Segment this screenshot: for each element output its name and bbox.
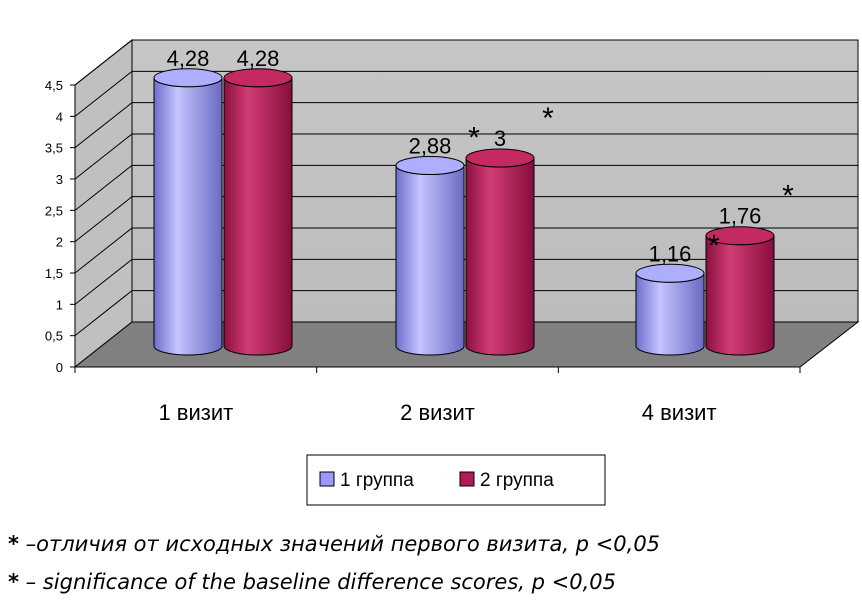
bar [153, 77, 223, 356]
x-axis: 1 визит 2 визит 4 визит [74, 366, 801, 425]
y-tick-label: 4 [56, 109, 63, 124]
legend: 1 группа 2 группа [306, 454, 606, 506]
gridline-side [74, 258, 133, 305]
bar [465, 157, 535, 356]
data-label: 1,16 [649, 241, 692, 266]
y-tick-label: 0,5 [45, 329, 63, 344]
y-tick-label: 0 [56, 360, 63, 375]
significance-mark: * [468, 122, 480, 155]
significance-mark: * [782, 180, 794, 213]
data-label: 1,76 [719, 204, 762, 229]
gridline-side [74, 227, 133, 274]
gridline-side [74, 196, 133, 243]
legend-swatch [319, 471, 335, 487]
legend-label: 2 группа [480, 470, 554, 491]
legend-swatch [459, 471, 475, 487]
bar-top [705, 226, 775, 246]
y-tick-label: 4,5 [45, 78, 63, 93]
y-tick-label: 2,5 [45, 203, 63, 218]
data-label: 2,88 [409, 134, 452, 159]
x-category-label: 1 визит [158, 400, 233, 425]
gridline-side [74, 102, 133, 149]
y-tick-label: 3,5 [45, 141, 63, 156]
footnote-english: * – significance of the baseline differe… [8, 570, 616, 594]
footnote-russian: * –отличия от исходных значений первого … [8, 532, 661, 556]
bar [635, 273, 705, 356]
bar [395, 165, 465, 356]
data-label: 4,28 [237, 46, 280, 71]
gridline-side [74, 164, 133, 211]
bar-chart: 0 0,5 1 1,5 2 2,5 3 3,5 4 4,5 4,28 4,28 2,88 3 1,16 1,… [45, 38, 860, 506]
bars [153, 68, 775, 356]
gridline-side [74, 70, 133, 117]
gridline-side [74, 133, 133, 180]
bar-top [153, 68, 223, 88]
bar [223, 77, 293, 356]
y-tick-label: 1,5 [45, 266, 63, 281]
legend-box [306, 454, 606, 506]
y-axis: 0 0,5 1 1,5 2 2,5 3 3,5 4 4,5 [45, 78, 76, 375]
significance-mark: * [708, 229, 720, 262]
y-tick-label: 2 [56, 235, 63, 250]
bar-top [635, 263, 705, 283]
gridline-side [74, 290, 133, 337]
bar-top [223, 68, 293, 88]
gridline-side [74, 39, 133, 86]
y-tick-label: 3 [56, 172, 63, 187]
significance-marks: * * * * [468, 102, 794, 262]
data-label: 3 [494, 126, 506, 151]
y-tick-label: 1 [56, 297, 63, 312]
bar-top [465, 148, 535, 168]
data-labels: 4,28 4,28 2,88 3 1,16 1,76 [167, 46, 762, 267]
data-label: 4,28 [167, 46, 210, 71]
legend-label: 1 группа [340, 470, 414, 491]
bar-top [395, 156, 465, 176]
x-category-label: 4 визит [642, 400, 717, 425]
x-category-label: 2 визит [400, 400, 475, 425]
significance-mark: * [542, 102, 554, 135]
